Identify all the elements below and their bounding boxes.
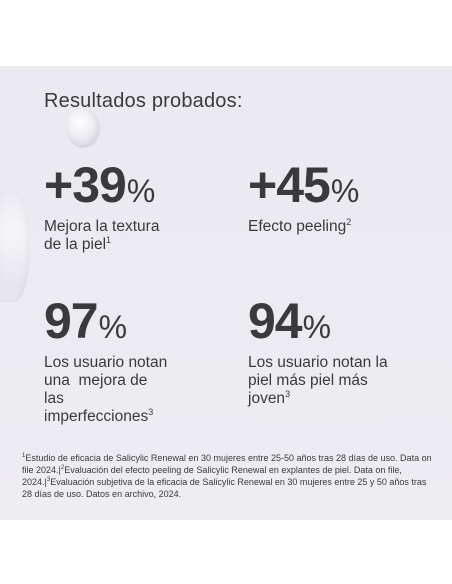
stat-younger-skin: 94% Los usuario notan la piel más piel m… (248, 296, 388, 408)
stat-description: Los usuario notan la piel más piel más j… (248, 354, 388, 407)
stat-value: +45% (248, 157, 360, 213)
page-title: Resultados probados: (44, 90, 243, 112)
results-panel: Resultados probados: +39% Mejora la text… (0, 66, 452, 520)
water-drop-decoration (0, 192, 30, 302)
stat-value: 97% (44, 293, 128, 349)
water-drop-decoration (66, 108, 100, 148)
stat-value: +39% (44, 157, 156, 213)
stat-texture: +39% Mejora la textura de la piel1 (44, 160, 159, 254)
stat-imperfections: 97% Los usuario notan una mejora de las … (44, 296, 167, 426)
footnotes: 1Estudio de eficacia de Salicylic Renewa… (22, 453, 432, 499)
stat-description: Mejora la textura de la piel1 (44, 218, 160, 253)
stat-description: Los usuario notan una mejora de las impe… (44, 354, 168, 425)
stat-description: Efecto peeling2 (248, 216, 352, 235)
stat-peeling: +45% Efecto peeling2 (248, 160, 359, 236)
stat-value: 94% (248, 293, 332, 349)
